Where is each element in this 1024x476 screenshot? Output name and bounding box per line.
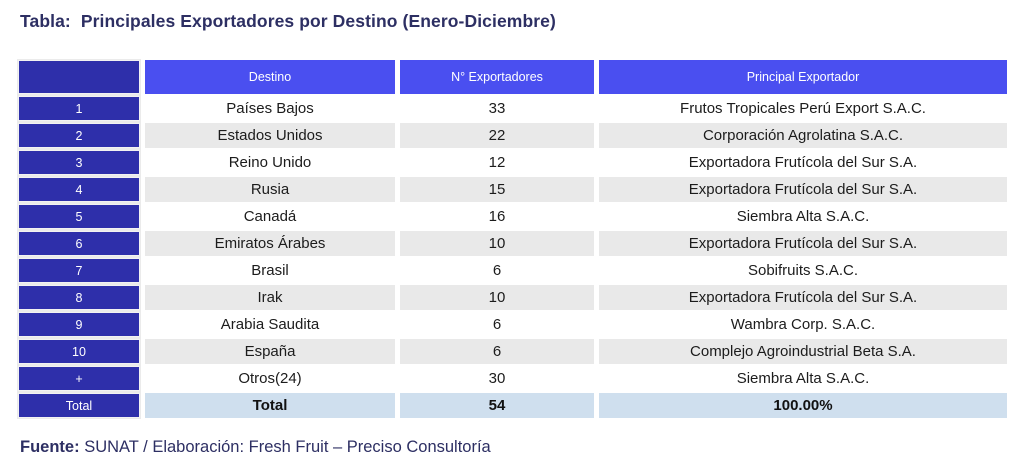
principal-exportador-cell: Exportadora Frutícola del Sur S.A. (688, 154, 918, 171)
title-prefix: Tabla: (20, 11, 71, 31)
destino-cell: España (145, 339, 395, 364)
table-corner-cell (17, 59, 141, 95)
exportadores-cell: 6 (400, 339, 594, 364)
destino-cell: Estados Unidos (145, 123, 395, 148)
exportadores-cell: 22 (400, 123, 594, 148)
rank-cell: 1 (17, 95, 141, 122)
destino-cell: Arabia Saudita (220, 316, 320, 333)
destino-cell: Rusia (145, 177, 395, 202)
principal-exportador-cell: Siembra Alta S.A.C. (736, 208, 870, 225)
source-note: Fuente: SUNAT / Elaboración: Fresh Fruit… (20, 438, 491, 457)
rank-cell: 8 (17, 284, 141, 311)
total-rank-cell: Total (17, 392, 141, 419)
title-text: Principales Exportadores por Destino (En… (80, 11, 556, 31)
column-header-destino: Destino (145, 60, 395, 94)
rank-cell: 9 (17, 311, 141, 338)
rank-cell: 10 (17, 338, 141, 365)
destino-cell: Reino Unido (228, 154, 312, 171)
column-header-n-exportadores: N° Exportadores (400, 60, 594, 94)
exportadores-cell: 30 (488, 370, 506, 387)
rank-cell: 4 (17, 176, 141, 203)
destino-cell: Emiratos Árabes (145, 231, 395, 256)
principal-exportador-cell: Exportadora Frutícola del Sur S.A. (599, 231, 1007, 256)
principal-exportador-cell: Frutos Tropicales Perú Export S.A.C. (680, 100, 926, 117)
exportadores-cell: 10 (400, 285, 594, 310)
exportadores-cell: 12 (488, 154, 506, 171)
principal-exportador-cell: Sobifruits S.A.C. (747, 262, 859, 279)
column-header-principal-exportador: Principal Exportador (599, 60, 1007, 94)
source-text: SUNAT / Elaboración: Fresh Fruit – Preci… (84, 438, 491, 456)
exportadores-cell: 15 (400, 177, 594, 202)
destino-cell: Otros(24) (238, 370, 302, 387)
exportadores-cell: 10 (400, 231, 594, 256)
total-destino-cell: Total (145, 393, 395, 418)
destino-cell: Brasil (251, 262, 289, 279)
destino-cell: Canadá (243, 208, 297, 225)
principal-exportador-cell: Complejo Agroindustrial Beta S.A. (599, 339, 1007, 364)
rank-cell: 7 (17, 257, 141, 284)
rank-cell: 5 (17, 203, 141, 230)
principal-exportador-cell: Wambra Corp. S.A.C. (730, 316, 876, 333)
exportadores-cell: 6 (492, 316, 502, 333)
total-exportadores-cell: 54 (400, 393, 594, 418)
principal-exportador-cell: Exportadora Frutícola del Sur S.A. (599, 177, 1007, 202)
principal-exportador-cell: Exportadora Frutícola del Sur S.A. (599, 285, 1007, 310)
principal-exportador-cell: Corporación Agrolatina S.A.C. (599, 123, 1007, 148)
total-principal-cell: 100.00% (599, 393, 1007, 418)
page-title: Tabla: Principales Exportadores por Dest… (20, 11, 556, 32)
rank-cell: + (17, 365, 141, 392)
exporters-table: Destino N° Exportadores Principal Export… (17, 59, 1007, 419)
principal-exportador-cell: Siembra Alta S.A.C. (736, 370, 870, 387)
exportadores-cell: 33 (488, 100, 506, 117)
rank-cell: 6 (17, 230, 141, 257)
destino-cell: Irak (145, 285, 395, 310)
exportadores-cell: 16 (488, 208, 506, 225)
source-label: Fuente: (20, 438, 80, 456)
destino-cell: Países Bajos (226, 100, 314, 117)
rank-cell: 2 (17, 122, 141, 149)
rank-cell: 3 (17, 149, 141, 176)
exportadores-cell: 6 (492, 262, 502, 279)
